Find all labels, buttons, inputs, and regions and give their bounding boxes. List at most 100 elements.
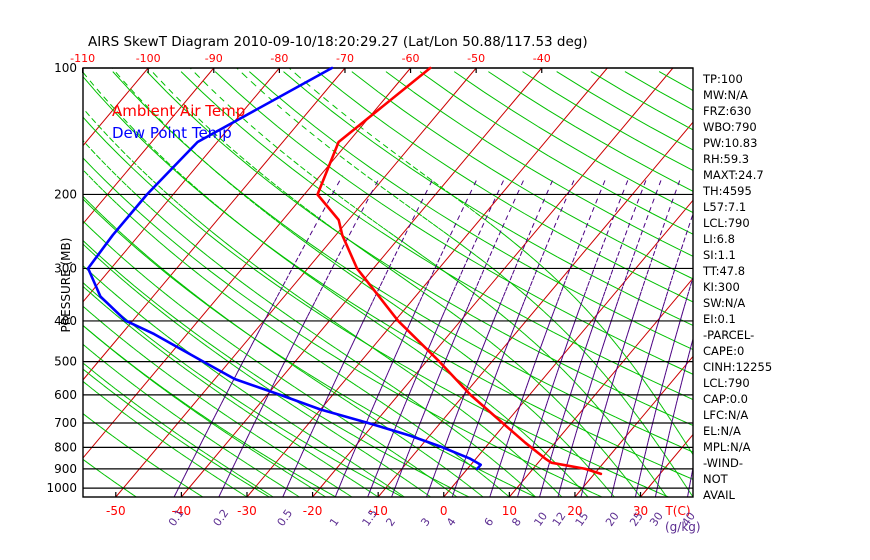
moist-adiabat-line [135,164,143,171]
moist-adiabat-line [411,398,414,402]
moist-adiabat-line [182,419,185,423]
moist-adiabat-line [262,364,266,368]
moist-adiabat-line [211,231,217,236]
moist-adiabat-line [232,470,235,473]
mixing-ratio-line [431,480,433,483]
moist-adiabat-line [314,248,320,253]
moist-adiabat-line [666,457,668,459]
moist-adiabat-line [498,438,501,441]
mixing-ratio-line [397,417,400,421]
moist-adiabat-line [199,414,203,417]
moist-adiabat-line [500,466,503,469]
moist-adiabat-line [649,472,651,475]
dry-adiabat-line [538,126,564,143]
dry-adiabat-line [620,109,651,128]
moist-adiabat-line [598,478,600,481]
moist-adiabat-line [299,480,302,483]
moist-adiabat-line [446,423,449,427]
dry-adiabat-line [385,71,414,93]
moist-adiabat-line [666,413,668,416]
mixing-ratio-line [419,365,422,369]
moist-adiabat-line [385,298,390,303]
moist-adiabat-line [574,451,576,454]
moist-adiabat-line [234,385,238,388]
mixing-ratio-line [426,403,429,407]
moist-adiabat-line [206,470,209,473]
mixing-ratio-line [202,437,205,441]
moist-adiabat-line [392,488,395,491]
moist-adiabat-line [524,333,528,337]
mixing-ratio-line [539,255,543,263]
moist-adiabat-line [628,481,630,483]
moist-adiabat-line [152,147,159,155]
mixing-ratio-line [420,417,423,421]
moist-adiabat-line [452,403,456,406]
moist-adiabat-line [193,427,196,430]
mixing-ratio-line [617,249,621,257]
moist-adiabat-line [510,391,514,394]
dry-adiabat-line [300,403,307,408]
mixing-ratio-line [449,346,452,351]
moist-adiabat-line [159,215,165,221]
mixing-ratio-line [607,325,611,330]
moist-adiabat-line [193,410,197,413]
moist-adiabat-line [221,463,224,466]
moist-adiabat-line [106,219,112,225]
moist-adiabat-line [443,231,449,236]
moist-adiabat-line [400,456,403,459]
moist-adiabat-line [590,399,593,402]
moist-adiabat-line [655,441,657,444]
moist-adiabat-line [271,248,277,253]
moist-adiabat-line [545,389,549,393]
moist-adiabat-line [381,423,385,427]
moist-adiabat-line [265,441,268,444]
moist-adiabat-line [431,261,437,266]
moist-adiabat-line [432,479,435,482]
moist-adiabat-line [257,381,261,385]
moist-adiabat-line [460,381,464,385]
moist-adiabat-line [652,477,655,480]
mixing-ratio-line [268,306,273,312]
moist-adiabat-line [479,423,482,427]
moist-adiabat-line [601,448,603,450]
moist-adiabat-line [506,388,510,391]
moist-adiabat-line [287,419,290,423]
moist-adiabat-line [142,227,148,232]
moist-adiabat-line [408,462,411,465]
moist-adiabat-line [517,288,522,292]
moist-adiabat-line [179,258,184,263]
dry-adiabat-line [375,413,382,418]
mixing-ratio-line [331,184,338,195]
moist-adiabat-line [305,413,308,416]
moist-adiabat-line [117,353,121,357]
moist-adiabat-line [170,357,174,361]
moist-adiabat-line [187,388,191,391]
dry-adiabat-line [575,126,602,143]
moist-adiabat-line [155,418,159,421]
moist-adiabat-line [365,488,368,491]
dry-adiabat-line [402,364,411,370]
moist-adiabat-line [403,311,408,315]
moist-adiabat-line [236,473,239,476]
moist-adiabat-line [322,363,327,366]
moist-adiabat-line [670,463,673,466]
mixing-ratio-line [516,316,519,322]
moist-adiabat-line [454,430,458,433]
mixing-ratio-line [485,397,488,402]
moist-adiabat-line [446,308,451,312]
moist-adiabat-line [533,258,538,263]
moist-adiabat-line [381,401,384,405]
moist-adiabat-line [436,301,441,305]
moist-adiabat-line [335,451,338,454]
moist-adiabat-line [375,459,378,461]
moist-adiabat-line [321,423,324,427]
dry-adiabat-line [82,116,93,128]
mixing-ratio-line [540,342,543,347]
moist-adiabat-line [253,450,256,453]
moist-adiabat-line [214,459,217,461]
moist-adiabat-line [177,344,181,347]
moist-adiabat-line [127,380,131,383]
moist-adiabat-line [427,410,431,413]
moist-adiabat-line [361,410,365,413]
dry-adiabat-line [283,71,308,93]
